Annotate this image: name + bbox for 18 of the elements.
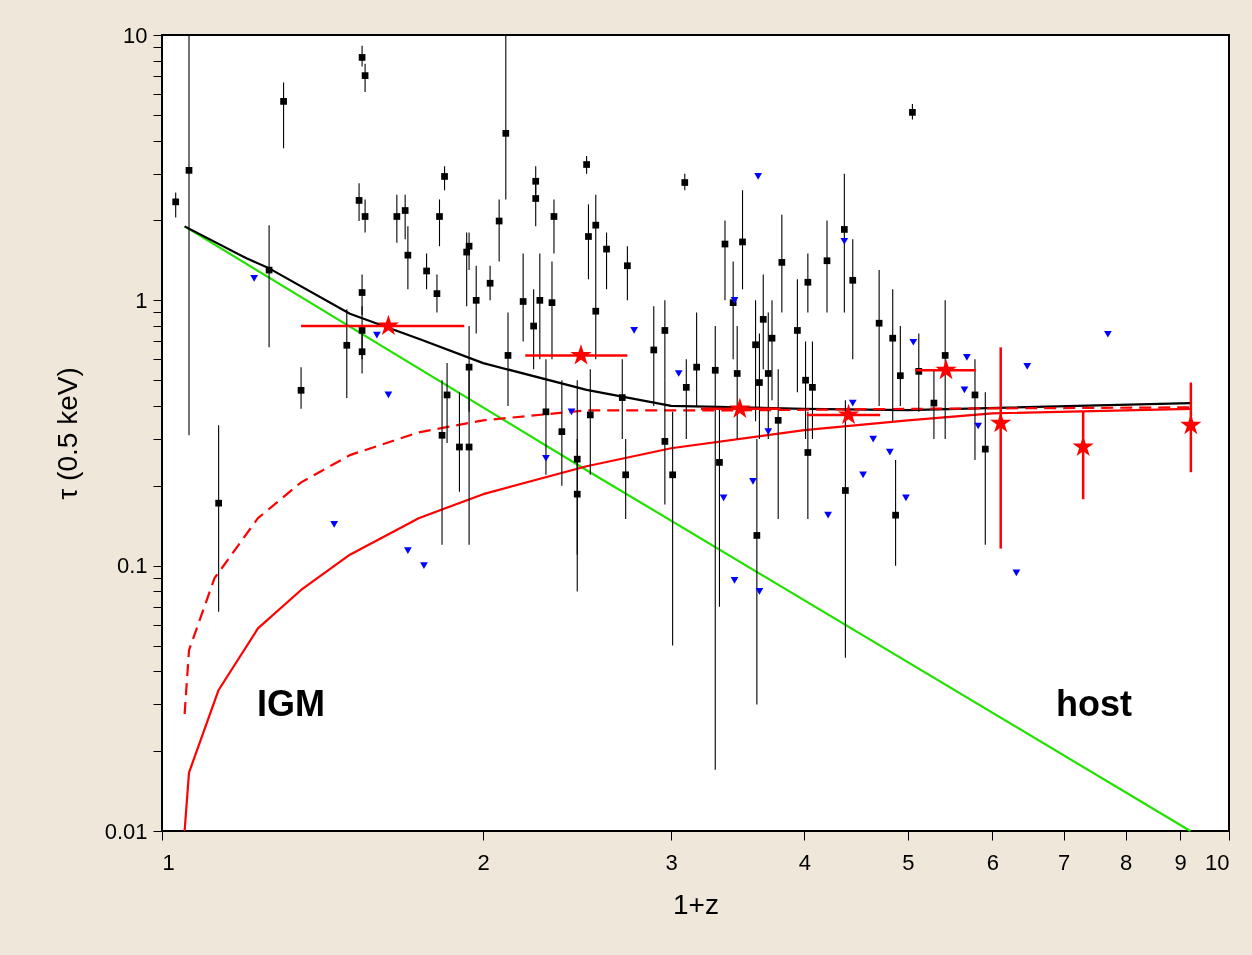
x-tick-label: 7 xyxy=(1058,849,1071,875)
y-tick-label: 10 xyxy=(123,22,148,48)
x-tick-label: 2 xyxy=(477,849,490,875)
y-axis-title: τ (0.5 keV) xyxy=(51,367,83,500)
annotation: IGM xyxy=(257,683,325,724)
x-tick-label: 5 xyxy=(902,849,915,875)
annotation: host xyxy=(1056,683,1132,724)
x-tick-label: 6 xyxy=(986,849,999,875)
y-tick-label: 0.1 xyxy=(116,553,148,579)
x-tick-label: 8 xyxy=(1119,849,1133,875)
x-tick-label: 3 xyxy=(665,849,678,875)
x-tick-label: 4 xyxy=(798,849,812,875)
x-tick-label: 10 xyxy=(1205,849,1230,875)
x-axis-title: 1+z xyxy=(673,888,719,920)
x-tick-label: 9 xyxy=(1174,849,1187,875)
y-tick-label: 0.01 xyxy=(104,818,148,844)
y-tick-label: 1 xyxy=(135,287,148,313)
x-tick-label: 1 xyxy=(162,849,175,875)
